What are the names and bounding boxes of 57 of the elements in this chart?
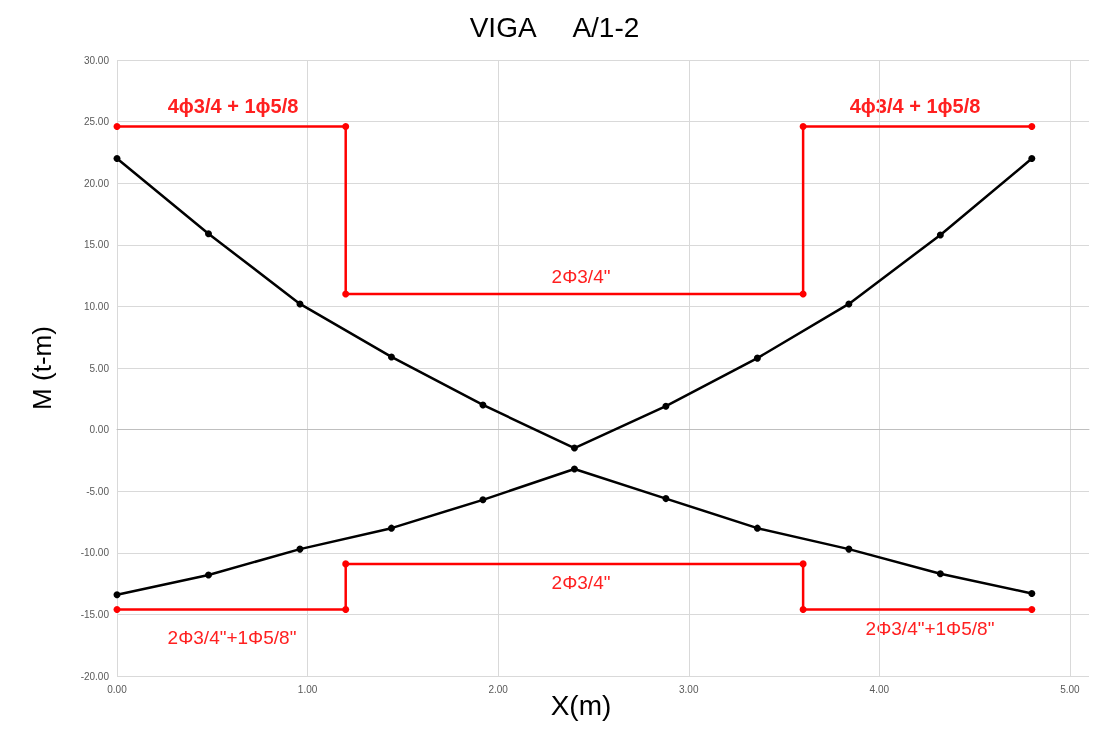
x-tick-label: 0.00	[107, 683, 128, 695]
point	[1028, 123, 1036, 131]
x-axis-title: X(m)	[550, 689, 612, 721]
point	[342, 560, 350, 568]
point	[1028, 605, 1036, 613]
annotation: 2Φ3/4"	[551, 265, 611, 287]
x-tick-label: 4.00	[869, 683, 890, 695]
point	[113, 155, 121, 163]
point	[570, 465, 578, 473]
y-tick-label: -20.00	[80, 670, 110, 682]
annotation: 2Φ3/4"+1Φ5/8"	[865, 617, 995, 639]
point	[113, 605, 121, 613]
x-tick-label: 5.00	[1060, 683, 1081, 695]
y-axis-title: M (t-m)	[27, 326, 57, 410]
y-tick-label: 15.00	[83, 239, 110, 251]
annotation: 2Φ3/4"	[551, 571, 611, 593]
point	[479, 496, 487, 504]
point	[570, 444, 578, 452]
y-tick-label: -15.00	[80, 608, 110, 620]
point	[113, 591, 121, 599]
point	[845, 300, 853, 308]
point	[845, 545, 853, 553]
point	[936, 231, 944, 239]
point	[662, 402, 670, 410]
point	[387, 524, 395, 532]
y-tick-label: 0.00	[89, 424, 110, 436]
chart-title: VIGA A/1-2	[469, 11, 640, 43]
point	[342, 123, 350, 131]
x-tick-label: 2.00	[488, 683, 509, 695]
point	[753, 354, 761, 362]
point	[753, 524, 761, 532]
point	[1028, 155, 1036, 163]
y-tick-label: 5.00	[89, 362, 110, 374]
point	[204, 230, 212, 238]
x-tick-label: 3.00	[679, 683, 699, 695]
point	[342, 290, 350, 298]
point	[342, 605, 350, 613]
point	[799, 123, 807, 131]
point	[936, 570, 944, 578]
y-tick-label: 30.00	[83, 54, 110, 66]
point	[799, 560, 807, 568]
annotation: 4ϕ3/4 + 1ϕ5/8	[167, 95, 299, 117]
y-tick-label: -10.00	[80, 547, 110, 559]
point	[387, 353, 395, 361]
y-tick-label: 10.00	[83, 300, 110, 312]
point	[204, 571, 212, 579]
point	[1028, 589, 1036, 597]
y-tick-label: 20.00	[83, 177, 110, 189]
point	[662, 495, 670, 503]
y-tick-label: 25.00	[83, 116, 110, 128]
annotation: 4ϕ3/4 + 1ϕ5/8	[849, 95, 981, 117]
point	[799, 290, 807, 298]
point	[113, 123, 121, 131]
x-tick-label: 1.00	[297, 683, 318, 695]
annotation: 2Φ3/4"+1Φ5/8"	[167, 626, 297, 648]
y-tick-label: -5.00	[86, 485, 110, 497]
point	[799, 605, 807, 613]
